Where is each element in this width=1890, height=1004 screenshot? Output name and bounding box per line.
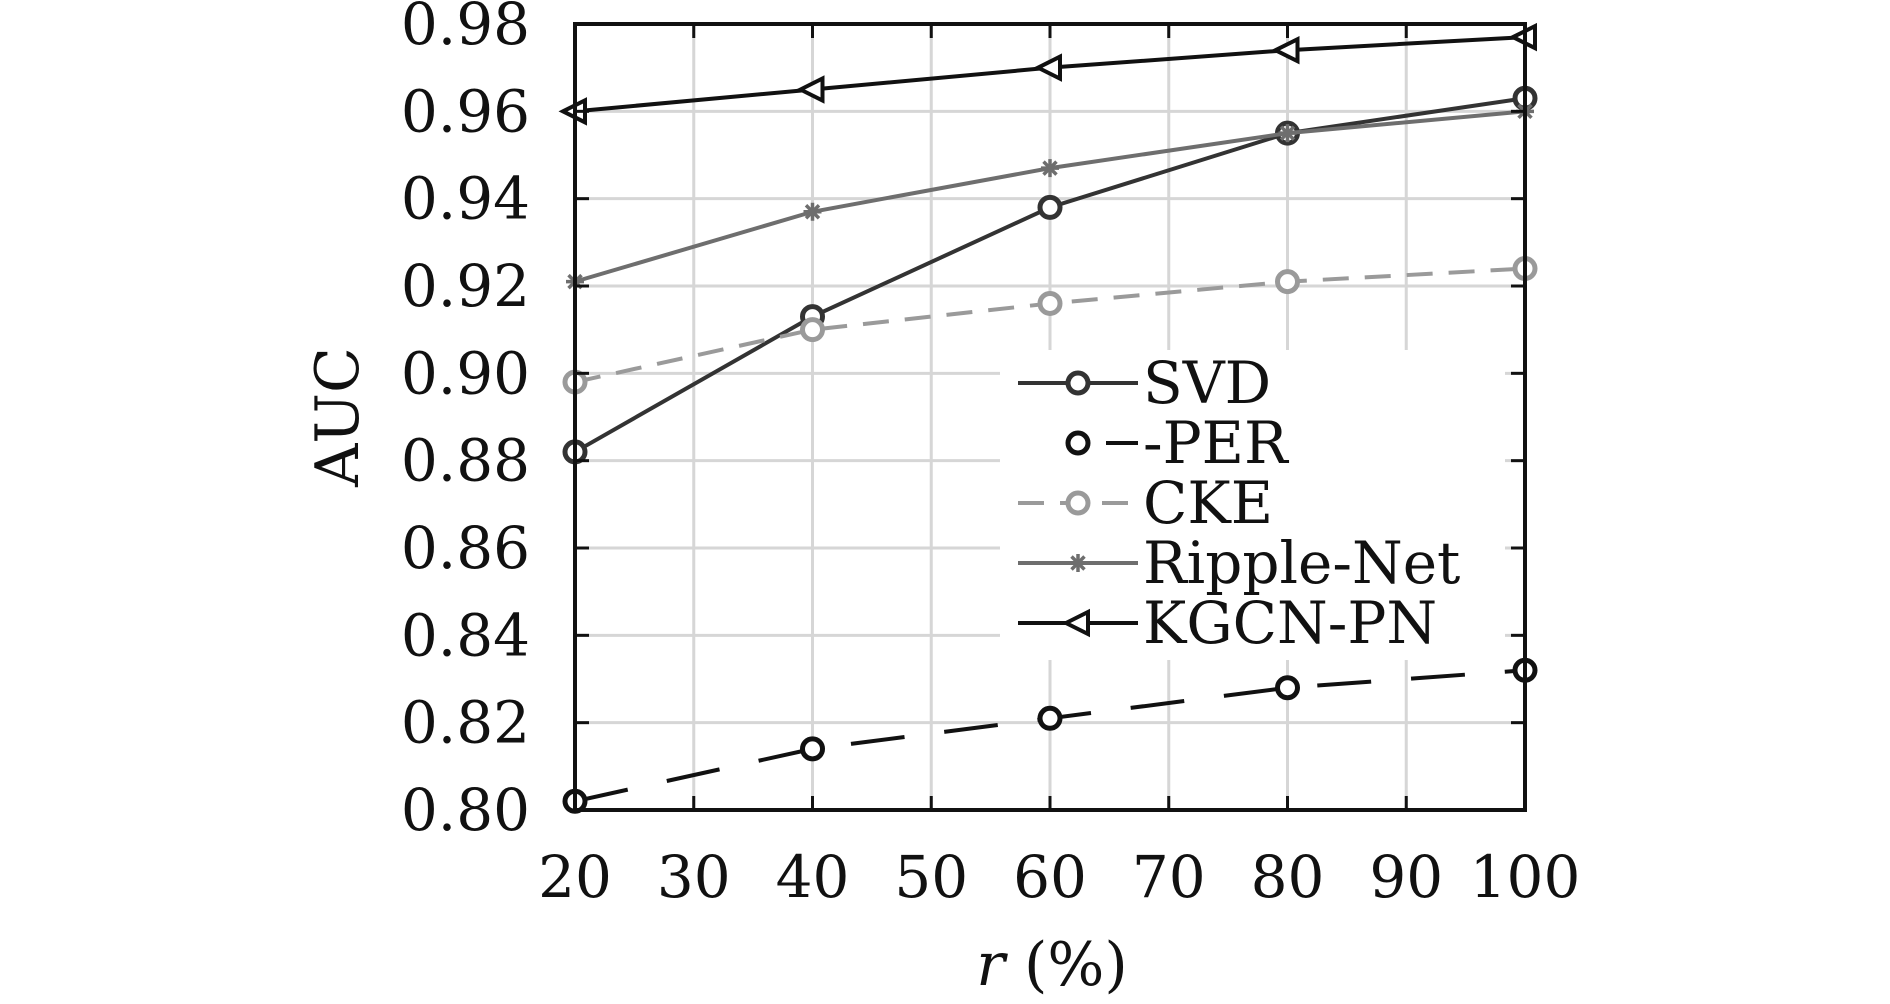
data-point — [1041, 159, 1059, 178]
data-point — [796, 75, 825, 104]
x-tick-label: 60 — [1013, 843, 1087, 911]
legend-marker — [1061, 608, 1090, 638]
legend-marker — [1069, 554, 1087, 572]
legend-label: -PER — [1143, 409, 1290, 477]
data-point — [1037, 194, 1063, 220]
series-3 — [562, 256, 1538, 395]
data-point — [1033, 53, 1062, 82]
legend-marker — [1065, 490, 1091, 516]
star-stroke — [1070, 555, 1086, 571]
x-tick-label: 90 — [1369, 843, 1443, 911]
data-point — [1275, 269, 1300, 295]
y-axis-title: AUC — [303, 347, 373, 488]
legend-item: CKE — [1018, 469, 1273, 537]
x-axis-variable: r — [976, 930, 1008, 999]
data-point — [800, 736, 825, 762]
legend-item: KGCN-PN — [1018, 589, 1437, 657]
x-tick-label: 20 — [538, 843, 612, 911]
y-tick-label: 0.88 — [401, 427, 530, 495]
legend-marker — [1065, 430, 1091, 456]
y-tick-label: 0.84 — [401, 601, 530, 669]
star-stroke — [1042, 160, 1058, 176]
legend-item: -PER — [1065, 409, 1290, 477]
data-point — [800, 317, 825, 343]
y-tick-label: 0.82 — [401, 689, 530, 757]
x-tick-label: 80 — [1251, 843, 1325, 911]
x-tick-label: 30 — [657, 843, 731, 911]
y-tick-label: 0.90 — [401, 339, 530, 407]
x-axis-title: r (%) — [976, 930, 1128, 999]
axes: 20 30 40 50 60 70 80 90 100 0.80 0.82 0.84 0.86 0.88 0… — [401, 0, 1581, 911]
legend-label: CKE — [1143, 469, 1273, 537]
data-point — [1037, 290, 1063, 316]
data-point — [803, 202, 822, 221]
star-stroke — [804, 204, 821, 220]
legend-label: Ripple-Net — [1143, 529, 1460, 597]
x-tick-label: 100 — [1470, 843, 1581, 911]
y-tick-label: 0.98 — [401, 0, 530, 58]
y-tick-label: 0.94 — [401, 165, 530, 233]
legend-label: SVD — [1143, 349, 1271, 417]
y-tick-label: 0.96 — [401, 77, 530, 145]
data-point — [1275, 675, 1300, 701]
legend-item: SVD — [1018, 349, 1271, 417]
data-point — [1037, 705, 1063, 731]
x-tick-label: 40 — [776, 843, 850, 911]
x-tick-label: 50 — [894, 843, 968, 911]
data-point — [1278, 124, 1297, 143]
x-axis-unit: (%) — [1005, 930, 1128, 999]
y-tick-label: 0.80 — [401, 776, 530, 844]
legend-marker — [1065, 370, 1091, 396]
y-tick-label: 0.92 — [401, 252, 530, 320]
star-stroke — [1279, 125, 1296, 141]
legend-item: Ripple-Net — [1018, 529, 1460, 597]
x-tick-label: 70 — [1132, 843, 1206, 911]
y-tick-label: 0.86 — [401, 514, 530, 582]
legend-label: KGCN-PN — [1143, 589, 1437, 657]
data-point — [1271, 35, 1300, 65]
